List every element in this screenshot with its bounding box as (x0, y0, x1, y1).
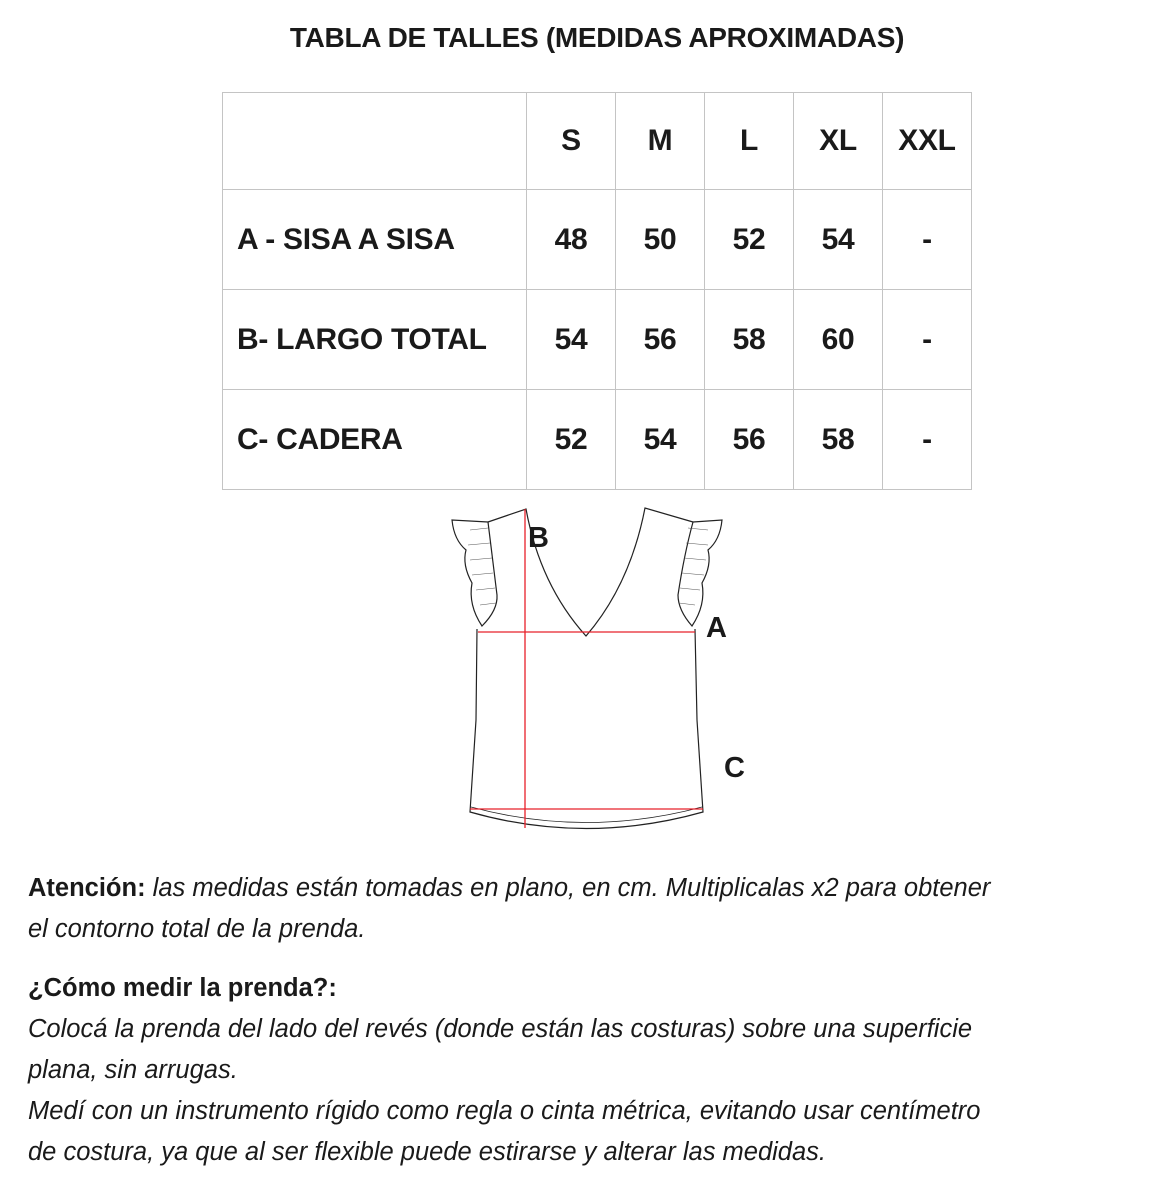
how-title: ¿Cómo medir la prenda?: (28, 974, 337, 1002)
table-row: C- CADERA 52 54 56 58 - (222, 389, 972, 490)
header-cell: S (526, 92, 616, 190)
cell: 52 (704, 189, 794, 290)
header-cell (222, 92, 527, 190)
how-to-measure: ¿Cómo medir la prenda?: Colocá la prenda… (28, 968, 980, 1173)
row-label: C- CADERA (222, 389, 527, 490)
cell: - (882, 389, 972, 490)
header-cell: XL (793, 92, 883, 190)
cell: - (882, 289, 972, 390)
cell: 52 (526, 389, 616, 490)
cell: 54 (526, 289, 616, 390)
table-row: B- LARGO TOTAL 54 56 58 60 - (222, 289, 972, 390)
header-cell: XXL (882, 92, 972, 190)
cell: - (882, 189, 972, 290)
how-line: Colocá la prenda del lado del revés (don… (28, 1015, 973, 1043)
how-line: plana, sin arrugas. (28, 1056, 238, 1084)
label-a: A (706, 612, 727, 644)
garment-diagram (451, 507, 723, 830)
cell: 48 (526, 189, 616, 290)
measure-lines (470, 509, 703, 828)
cell: 56 (615, 289, 705, 390)
cell: 58 (793, 389, 883, 490)
header-cell: L (704, 92, 794, 190)
attention-note: Atención: las medidas están tomadas en p… (28, 868, 990, 950)
how-line: de costura, ya que al ser flexible puede… (28, 1138, 826, 1166)
table-row: A - SISA A SISA 48 50 52 54 - (222, 189, 972, 290)
cell: 54 (615, 389, 705, 490)
cell: 58 (704, 289, 794, 390)
header-cell: M (615, 92, 705, 190)
ruffle-detail (467, 527, 709, 606)
cell: 54 (793, 189, 883, 290)
row-label: A - SISA A SISA (222, 189, 527, 290)
attention-text: las medidas están tomadas en plano, en c… (145, 874, 991, 902)
attention-text: el contorno total de la prenda. (28, 915, 366, 943)
row-label: B- LARGO TOTAL (222, 289, 527, 390)
cell: 56 (704, 389, 794, 490)
table-header-row: S M L XL XXL (222, 92, 972, 190)
cell: 60 (793, 289, 883, 390)
label-b: B (528, 522, 549, 554)
attention-label: Atención: (28, 874, 146, 902)
top-outline (451, 507, 723, 830)
how-line: Medí con un instrumento rígido como regl… (28, 1097, 981, 1125)
size-table: S M L XL XXL A - SISA A SISA 48 50 52 54… (222, 92, 972, 490)
cell: 50 (615, 189, 705, 290)
label-c: C (724, 752, 745, 784)
page-title: TABLA DE TALLES (MEDIDAS APROXIMADAS) (289, 22, 905, 53)
